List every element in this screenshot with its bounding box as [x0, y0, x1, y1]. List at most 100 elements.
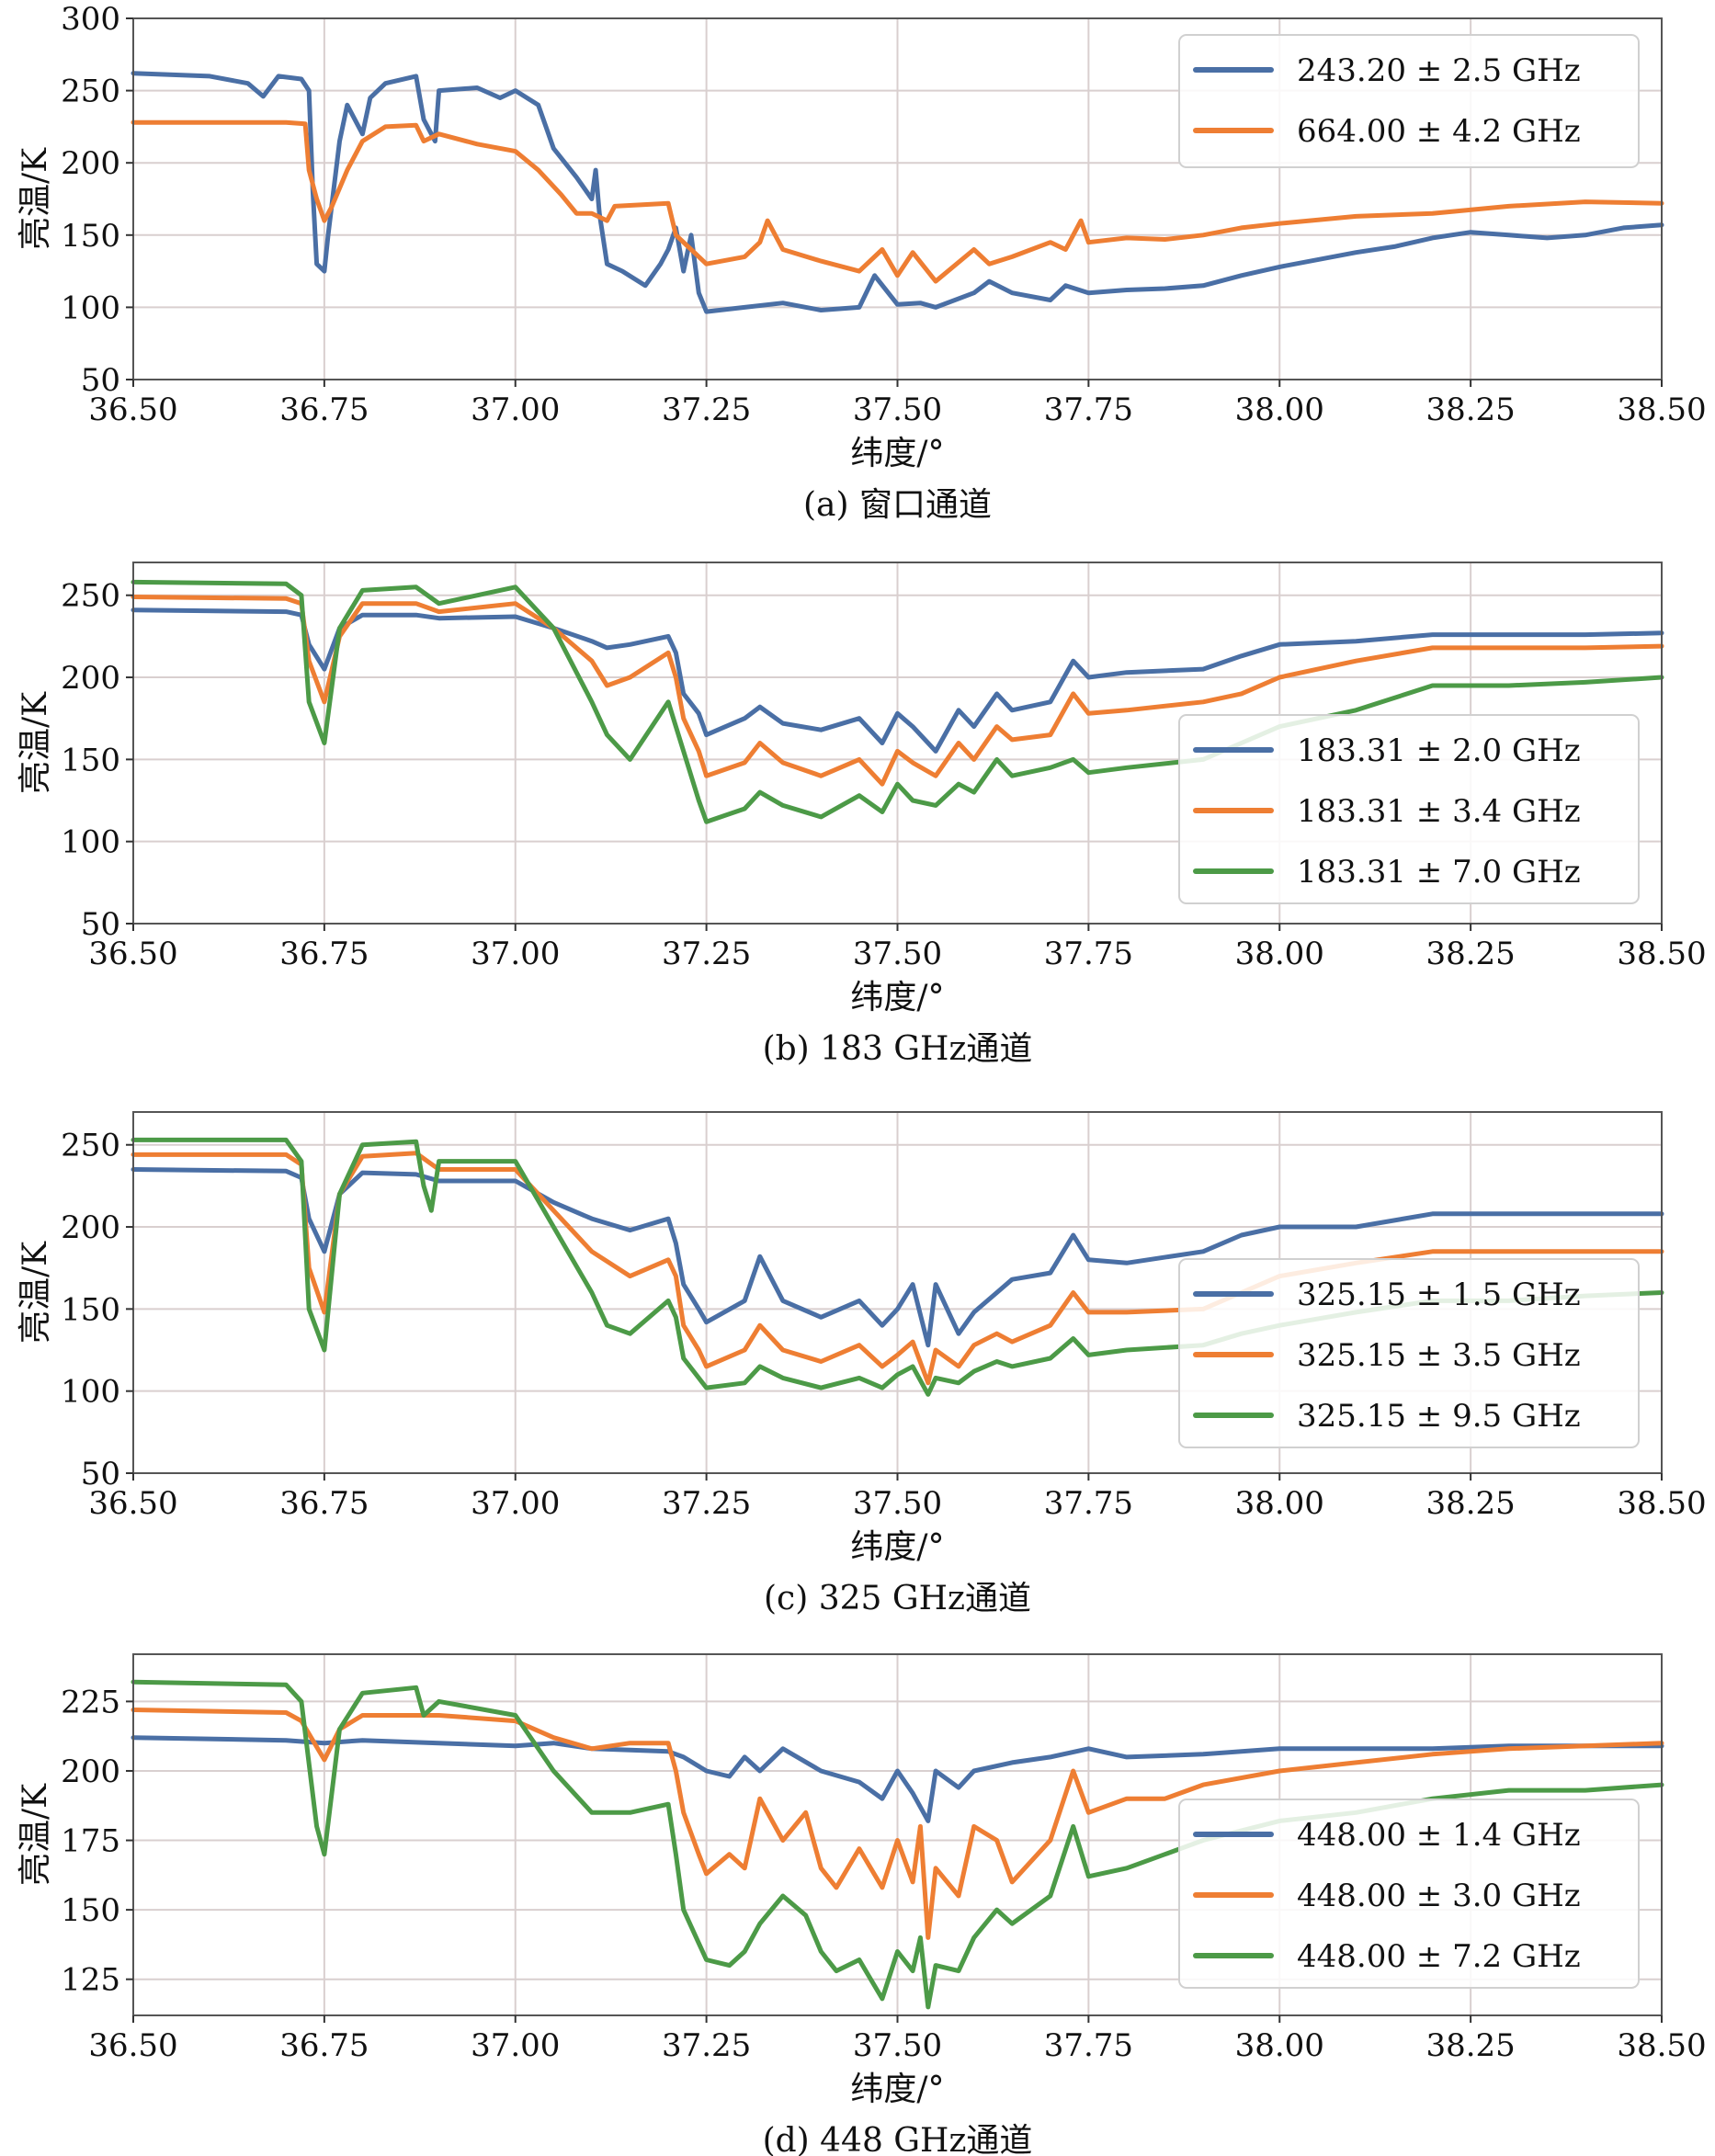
y-axis-label: 亮温/K [17, 1241, 54, 1344]
series-line-1 [131, 71, 1664, 314]
y-tick-label: 150 [61, 218, 120, 255]
x-axis-label: 纬度/° [850, 2071, 944, 2108]
y-tick-label: 100 [61, 289, 120, 326]
x-tick-label: 38.50 [1617, 391, 1706, 428]
legend-label: 325.15 ± 3.5 GHz [1297, 1337, 1581, 1374]
y-tick-label: 175 [61, 1823, 120, 1860]
series-line-3 [131, 1137, 1664, 1397]
series-line-2 [131, 1708, 1664, 1940]
x-axis-label: 纬度/° [850, 1528, 944, 1566]
x-tick-label: 38.00 [1235, 936, 1324, 972]
legend-label: 183.31 ± 3.4 GHz [1297, 793, 1581, 830]
x-tick-label: 36.50 [88, 2027, 177, 2064]
x-tick-label: 36.50 [88, 936, 177, 972]
y-axis-label: 亮温/K [17, 1783, 54, 1886]
y-tick-label: 200 [61, 660, 120, 697]
x-tick-label: 38.00 [1235, 2027, 1324, 2064]
chart-panel-3: 36.50 36.75 37.00 37.25 37.50 37.75 38.00 38.25… [17, 1111, 1707, 1617]
series-line-1 [131, 607, 1664, 754]
x-tick-label: 38.25 [1425, 391, 1515, 428]
y-tick-label: 200 [61, 145, 120, 182]
legend-label: 325.15 ± 9.5 GHz [1297, 1398, 1581, 1435]
x-tick-label: 36.50 [88, 391, 177, 428]
x-tick-label: 37.25 [662, 1485, 751, 1522]
x-tick-label: 37.25 [662, 391, 751, 428]
chart-panel-4: 36.50 36.75 37.00 37.25 37.50 37.75 38.00 38.25… [17, 1653, 1707, 2156]
x-tick-label: 38.00 [1235, 391, 1324, 428]
series-line-2 [131, 119, 1664, 284]
y-tick-label: 50 [81, 362, 120, 399]
legend: 183.31 ± 2.0 GHz 183.31 ± 3.4 GHz 183.31 ±… [1178, 714, 1640, 904]
y-tick-label: 250 [61, 578, 120, 615]
y-tick-label: 100 [61, 824, 120, 861]
panel-caption: (a) 窗口通道 [803, 486, 992, 524]
legend-label: 183.31 ± 7.0 GHz [1297, 854, 1581, 891]
x-tick-label: 37.75 [1044, 936, 1133, 972]
legend-label: 448.00 ± 3.0 GHz [1297, 1878, 1581, 1914]
legend-label: 243.20 ± 2.5 GHz [1297, 52, 1581, 89]
y-tick-label: 200 [61, 1753, 120, 1790]
x-tick-label: 38.00 [1235, 1485, 1324, 1522]
x-tick-label: 37.75 [1044, 391, 1133, 428]
x-tick-label: 37.50 [853, 2027, 942, 2064]
y-axis-label: 亮温/K [17, 691, 54, 794]
x-tick-label: 37.00 [471, 936, 560, 972]
x-axis-label: 纬度/° [850, 435, 944, 472]
x-tick-label: 37.50 [853, 1485, 942, 1522]
legend-box [1178, 34, 1640, 168]
x-tick-label: 37.75 [1044, 2027, 1133, 2064]
legend-label: 183.31 ± 2.0 GHz [1297, 732, 1581, 769]
y-tick-label: 150 [61, 1291, 120, 1328]
x-tick-label: 36.75 [279, 936, 369, 972]
panel-caption: (c) 325 GHz通道 [764, 1580, 1031, 1617]
chart-panel-2: 36.50 36.75 37.00 37.25 37.50 37.75 38.00 38.25… [17, 562, 1707, 1068]
y-tick-label: 50 [81, 1456, 120, 1492]
x-tick-label: 37.25 [662, 936, 751, 972]
y-tick-label: 150 [61, 742, 120, 778]
y-tick-label: 100 [61, 1374, 120, 1411]
legend-label: 448.00 ± 7.2 GHz [1297, 1938, 1581, 1975]
x-tick-label: 37.50 [853, 936, 942, 972]
x-axis-label: 纬度/° [850, 979, 944, 1016]
legend-label: 325.15 ± 1.5 GHz [1297, 1277, 1581, 1313]
x-tick-label: 37.25 [662, 2027, 751, 2064]
x-tick-label: 38.25 [1425, 936, 1515, 972]
x-tick-label: 36.50 [88, 1485, 177, 1522]
chart-panel-1: 36.50 36.75 37.00 37.25 37.50 37.75 38.00 38.25… [17, 1, 1707, 524]
x-tick-label: 37.75 [1044, 1485, 1133, 1522]
series-line-3 [131, 1679, 1664, 2010]
y-tick-label: 250 [61, 1128, 120, 1164]
series-line-2 [131, 595, 1664, 787]
panel-caption: (b) 183 GHz通道 [763, 1030, 1033, 1068]
x-tick-label: 38.25 [1425, 2027, 1515, 2064]
x-tick-label: 37.00 [471, 391, 560, 428]
x-tick-label: 37.00 [471, 1485, 560, 1522]
x-tick-label: 36.75 [279, 391, 369, 428]
y-tick-label: 225 [61, 1684, 120, 1720]
x-tick-label: 37.00 [471, 2027, 560, 2064]
y-tick-label: 125 [61, 1962, 120, 1999]
legend-label: 448.00 ± 1.4 GHz [1297, 1817, 1581, 1854]
x-tick-label: 38.50 [1617, 1485, 1706, 1522]
legend-box [1178, 714, 1640, 904]
legend-box [1178, 1799, 1640, 1989]
x-tick-label: 36.75 [279, 1485, 369, 1522]
y-tick-label: 150 [61, 1892, 120, 1929]
panel-caption: (d) 448 GHz通道 [763, 2122, 1033, 2156]
legend: 325.15 ± 1.5 GHz 325.15 ± 3.5 GHz 325.15 ±… [1178, 1258, 1640, 1448]
x-tick-label: 36.75 [279, 2027, 369, 2064]
y-tick-label: 300 [61, 1, 120, 38]
legend: 243.20 ± 2.5 GHz 664.00 ± 4.2 GHz [1178, 34, 1640, 168]
legend-box [1178, 1258, 1640, 1448]
x-tick-label: 38.50 [1617, 936, 1706, 972]
x-tick-label: 37.50 [853, 391, 942, 428]
legend: 448.00 ± 1.4 GHz 448.00 ± 3.0 GHz 448.00 ±… [1178, 1799, 1640, 1989]
legend-label: 664.00 ± 4.2 GHz [1297, 113, 1581, 150]
y-tick-label: 200 [61, 1209, 120, 1246]
y-axis-label: 亮温/K [17, 147, 54, 250]
y-tick-label: 50 [81, 906, 120, 943]
x-tick-label: 38.25 [1425, 1485, 1515, 1522]
y-tick-label: 250 [61, 74, 120, 110]
